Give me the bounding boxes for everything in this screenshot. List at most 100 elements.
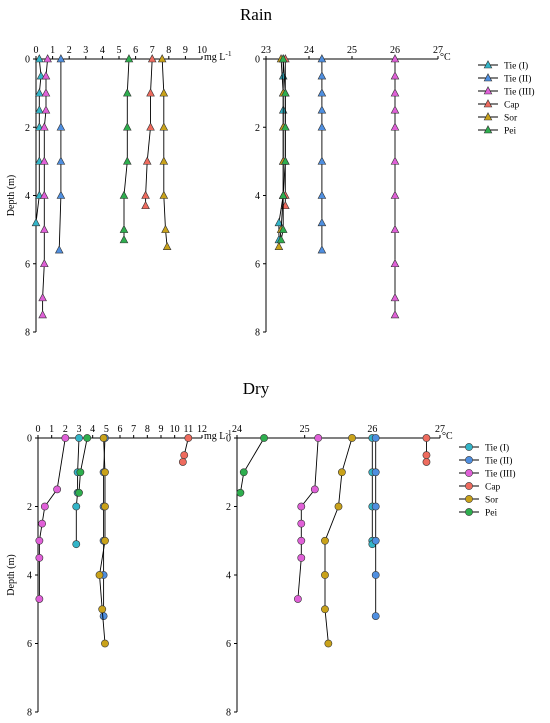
series-cap [422,434,431,466]
y-tick-label: 2 [27,502,32,513]
data-point [147,54,157,63]
x-tick-label: 0 [36,424,41,435]
legend-marker [483,60,493,69]
x-tick-label: 1 [50,45,55,56]
legend-label: Pei [504,127,517,137]
data-point [119,235,129,244]
series-tie-i [31,54,46,227]
data-point [101,639,109,648]
x-tick-label: 4 [100,45,105,56]
data-point [371,468,380,477]
x-tick-label: 27 [435,424,445,435]
data-point [371,536,380,545]
y-tick-label: 4 [27,571,32,582]
legend-label: Sor [504,114,518,124]
data-point [95,571,104,579]
data-point [317,105,327,114]
data-point [40,502,49,511]
data-point [35,88,44,97]
data-point [297,519,306,528]
data-point [161,224,170,233]
x-tick-label: 4 [90,424,95,435]
data-point [317,190,327,199]
series-tie-i [368,434,377,549]
legend-label: Sor [485,496,499,506]
data-point [40,224,49,233]
data-point [321,536,329,545]
x-tick-label: 24 [304,45,314,56]
y-tick-label: 0 [226,434,231,445]
y-tick-label: 8 [255,328,260,339]
data-point [38,519,46,528]
data-point [123,156,132,165]
data-point [56,156,66,165]
data-point [371,571,380,579]
data-point [293,595,302,603]
series-tie-ii [371,434,380,620]
y-tick-label: 0 [255,55,260,66]
x-tick-label: 12 [197,424,207,435]
data-point [317,156,327,165]
series-line [58,59,62,251]
data-point [146,122,155,131]
data-point [56,54,66,63]
series-line [145,58,153,206]
x-unit-label: mg L-1 [204,49,232,63]
data-point [337,468,346,477]
data-point [321,571,329,579]
y-tick-label: 2 [255,123,260,134]
data-point [371,612,380,620]
x-tick-label: 26 [390,45,400,56]
data-point [99,434,108,442]
data-point [278,71,288,80]
data-point [281,122,290,131]
data-point [99,612,108,620]
x-tick-label: 6 [118,424,123,435]
legend-marker [465,443,473,451]
y-tick-label: 8 [226,708,231,719]
data-point [317,217,327,227]
series-sor [157,54,172,250]
data-point [162,241,172,250]
data-point [348,434,356,442]
data-point [142,156,152,165]
series-sor [95,434,109,648]
x-tick-label: 8 [145,424,150,435]
x-tick-label: 26 [367,424,377,435]
series-tie-ii [54,54,66,254]
data-point [281,156,290,165]
data-point [159,156,169,165]
data-point [75,434,83,442]
data-point [41,71,51,80]
data-point [35,54,44,63]
data-point [390,105,400,114]
y-tick-label: 8 [27,708,32,719]
data-point [40,156,49,165]
data-point [317,54,327,63]
legend: Tie (I) Tie (II) Tie (III) Cap Sor Pei [478,60,535,137]
data-point [159,122,169,131]
legend-marker [483,73,493,82]
data-point [184,434,193,442]
x-tick-label: 9 [159,424,164,435]
data-point [157,54,167,63]
dry-section-title: Dry [243,379,270,398]
legend-marker [483,125,493,134]
y-tick-label: 0 [27,434,32,445]
legend-label: Tie (II) [504,74,531,85]
data-point [141,200,150,210]
y-tick-label: 8 [25,328,30,339]
x-tick-label: 0 [34,45,39,56]
data-point [41,105,51,114]
data-point [278,224,288,233]
data-point [317,71,327,80]
data-point [56,122,66,131]
series-line [42,58,49,315]
legend-marker [465,482,473,490]
y-tick-label: 6 [226,639,231,650]
data-point [390,54,400,63]
x-tick-label: 3 [83,45,88,56]
x-tick-label: 2 [67,45,72,56]
